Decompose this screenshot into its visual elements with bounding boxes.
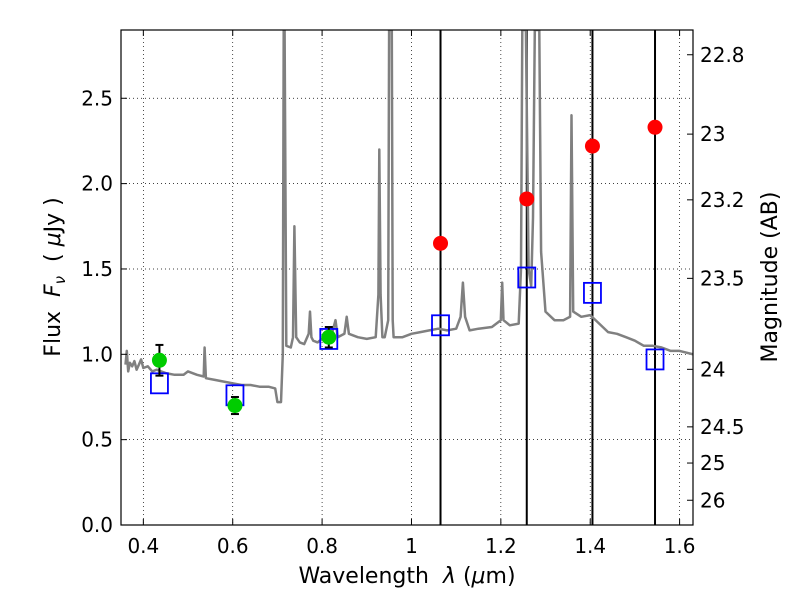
x-tick-label: 1.4: [574, 534, 606, 558]
x-tick-label: 0.6: [217, 534, 249, 558]
observed-upper-point: [647, 119, 663, 135]
plot-area: [121, 30, 693, 525]
observed-upper-point: [433, 235, 449, 251]
model-photometry-point: [517, 266, 537, 289]
spectrum-series: [124, 30, 693, 404]
model-photometry-point: [431, 314, 450, 337]
x-tick-label: 1: [405, 534, 418, 558]
y-right-tick-label: 26: [700, 488, 725, 512]
observed-upper-point: [519, 191, 535, 207]
observed-upper-point: [584, 138, 600, 154]
y-right-tick-label: 22.8: [700, 43, 745, 67]
observed-photometry-point: [321, 329, 337, 345]
observed-photometry-series: [151, 326, 337, 416]
y-tick-label: 0.5: [81, 428, 113, 452]
y-axis-label: Flux Fν ( μJy ): [41, 197, 69, 356]
y-tick-label: 2.5: [81, 86, 113, 110]
x-tick-label: 1.6: [664, 534, 696, 558]
y-right-tick-label: 23: [700, 122, 725, 146]
y-right-tick-label: 24.5: [700, 415, 745, 439]
observed-upper-series: [433, 119, 663, 251]
y-right-tick-label: 23.2: [700, 188, 745, 212]
y-tick-label: 0.0: [81, 513, 113, 537]
observed-photometry-point: [151, 352, 167, 368]
model-photometry-point: [583, 281, 602, 304]
observed-photometry-point: [227, 398, 243, 414]
x-tick-label: 1.2: [485, 534, 517, 558]
spectrum-line: [124, 30, 693, 404]
x-tick-label: 0.4: [127, 534, 159, 558]
axis-ticks: 0.4 0.6 0.8 1 1.2 1.4 1.6 0.0 0.5 1.0 1.5 2.0 2.5 22.…: [81, 30, 745, 558]
y-right-tick-label: 23.5: [700, 266, 745, 290]
y-tick-label: 1.5: [81, 257, 113, 281]
y-tick-label: 1.0: [81, 342, 113, 366]
y-tick-label: 2.0: [81, 172, 113, 196]
y-right-tick-label: 25: [700, 451, 725, 475]
x-tick-label: 0.8: [306, 534, 338, 558]
y-axis-right-label: Magnitude (AB): [758, 192, 783, 363]
x-axis-label: Wavelength λ (μm): [298, 564, 515, 589]
plot-frame: [120, 29, 694, 526]
y-right-tick-label: 24: [700, 357, 725, 381]
model-photometry-point: [645, 348, 665, 371]
